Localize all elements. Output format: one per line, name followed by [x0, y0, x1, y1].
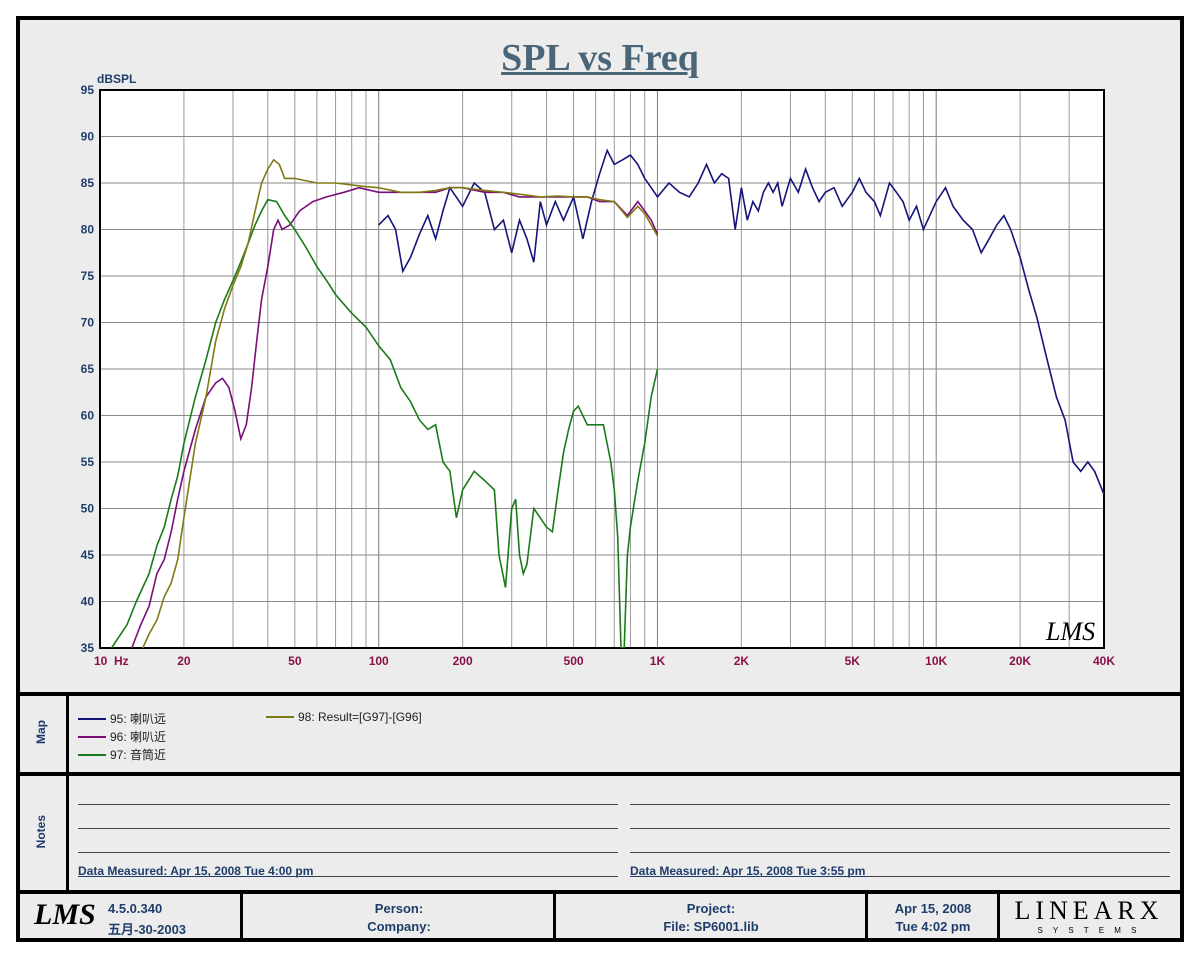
- series-line-4: [141, 158, 659, 648]
- y-tick-label: 80: [81, 223, 95, 237]
- notes-label: Notes: [34, 815, 48, 849]
- footer-separator: [997, 894, 1000, 938]
- x-tick-label: 20: [177, 654, 191, 668]
- legend-swatch: [266, 716, 294, 718]
- y-tick-label: 45: [81, 548, 95, 562]
- note-line: [78, 804, 618, 805]
- legend-swatch: [78, 753, 106, 756]
- series-line-3: [110, 198, 659, 648]
- legend-item-95: 95: 喇叭远: [78, 710, 166, 727]
- x-tick-label: 10K: [925, 654, 947, 668]
- note-line: [630, 876, 1170, 877]
- legend-label: 95: 喇叭远: [110, 712, 167, 726]
- footer-date-cell: Apr 15, 2008 Tue 4:02 pm: [869, 894, 997, 938]
- footer-version-cell: LMS 4.5.0.340 五月-30-2003: [20, 894, 242, 938]
- file-label: File: SP6001.lib: [663, 919, 759, 934]
- x-tick-label: 20K: [1009, 654, 1031, 668]
- x-tick-label: 40K: [1093, 654, 1115, 668]
- legend-item-96: 96: 喇叭近: [78, 728, 166, 745]
- chart-title: SPL vs Freq: [501, 37, 699, 79]
- report-time: Tue 4:02 pm: [895, 919, 971, 934]
- divider-footer: [20, 890, 1180, 894]
- y-tick-label: 95: [81, 83, 95, 97]
- y-tick-label: 55: [81, 455, 95, 469]
- project-label: Project:: [686, 901, 736, 916]
- x-tick-label: 200: [453, 654, 473, 668]
- note-line: [630, 804, 1170, 805]
- map-label: Map: [34, 720, 48, 744]
- version: 4.5.0.340: [108, 901, 163, 916]
- y-tick-label: 60: [81, 409, 95, 423]
- x-tick-label: 50: [288, 654, 302, 668]
- legend-swatch: [78, 735, 106, 738]
- company-label: Company:: [367, 919, 431, 934]
- y-tick-label: 35: [81, 641, 95, 655]
- divider-map: [20, 692, 1180, 696]
- linearx-subtitle: S Y S T E M S: [1037, 926, 1141, 935]
- footer-separator: [553, 894, 556, 938]
- footer: LMS 4.5.0.340 五月-30-2003 Person: Company…: [20, 894, 1180, 938]
- note-line: [630, 828, 1170, 829]
- spl-chart: 35 40 45 50 55 60 65 70 75 80 85 90 95 10 Hz 20 50 100 20…: [81, 72, 1116, 668]
- x-tick-label: 5K: [845, 654, 861, 668]
- legend-swatch: [78, 717, 106, 720]
- series-line-1: [378, 148, 1104, 495]
- y-tick-label: 70: [81, 316, 95, 330]
- footer-brand-cell: LINEARX S Y S T E M S: [1001, 894, 1177, 938]
- x-tick-label: 2K: [734, 654, 750, 668]
- build-date: 五月-30-2003: [108, 922, 187, 937]
- y-tick-label: 40: [81, 595, 95, 609]
- footer-separator: [865, 894, 868, 938]
- report-frame: SPL vs Freq 35 40 45 50 55 60 65 70 75 80 85 90 95 10…: [16, 16, 1184, 942]
- plot-border: [99, 89, 1105, 649]
- x-tick-label: 100: [369, 654, 389, 668]
- note-line: [78, 876, 618, 877]
- legend-label: 96: 喇叭近: [110, 730, 167, 744]
- y-tick-label: 50: [81, 502, 95, 516]
- footer-separator: [240, 894, 243, 938]
- y-tick-label: 85: [81, 176, 95, 190]
- note-line: [78, 828, 618, 829]
- lms-logo: LMS: [34, 898, 96, 931]
- x-tick-label: 500: [564, 654, 584, 668]
- x-tick-label: 1K: [650, 654, 666, 668]
- note-measured-right: Data Measured: Apr 15, 2008 Tue 3:55 pm: [630, 864, 866, 878]
- y-axis-label: dBSPL: [97, 72, 136, 86]
- y-tick-label: 75: [81, 269, 95, 283]
- divider-notes: [20, 772, 1180, 776]
- legend-label: 97: 音筒近: [110, 748, 167, 762]
- report-date: Apr 15, 2008: [894, 901, 972, 916]
- person-label: Person:: [374, 901, 424, 916]
- map-separator: [66, 696, 69, 772]
- lms-watermark: LMS: [1045, 617, 1095, 646]
- linearx-logo: LINEARX: [1014, 896, 1164, 925]
- legend-item-97: 97: 音筒近: [78, 746, 166, 763]
- y-tick-label: 65: [81, 362, 95, 376]
- note-measured-left: Data Measured: Apr 15, 2008 Tue 4:00 pm: [78, 864, 314, 878]
- note-line: [630, 852, 1170, 853]
- notes-separator: [66, 776, 69, 890]
- legend-item-98: 98: Result=[G97]-[G96]: [266, 710, 422, 724]
- x-tick-label: 10 Hz: [94, 654, 129, 668]
- y-tick-label: 90: [81, 130, 95, 144]
- legend-label: 98: Result=[G97]-[G96]: [298, 710, 422, 724]
- footer-person-cell: Person: Company:: [244, 894, 554, 938]
- footer-project-cell: Project: File: SP6001.lib: [557, 894, 865, 938]
- note-line: [78, 852, 618, 853]
